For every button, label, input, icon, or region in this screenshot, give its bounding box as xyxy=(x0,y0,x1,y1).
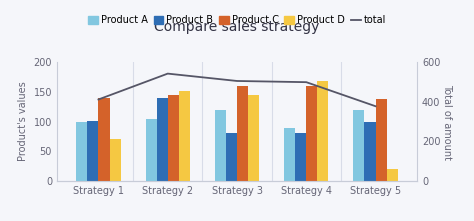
Bar xyxy=(226,133,237,181)
Bar xyxy=(365,122,375,181)
Bar xyxy=(179,91,190,181)
Bar xyxy=(215,110,226,181)
Y-axis label: Product's values: Product's values xyxy=(18,82,28,161)
Bar xyxy=(375,99,387,181)
Bar xyxy=(284,128,295,181)
Bar xyxy=(237,86,248,181)
Bar xyxy=(76,122,87,181)
Bar xyxy=(109,139,120,181)
Bar xyxy=(99,98,109,181)
Legend: Product A, Product B, Product C, Product D, total: Product A, Product B, Product C, Product… xyxy=(84,11,390,29)
Bar xyxy=(248,95,259,181)
Bar xyxy=(295,133,306,181)
Y-axis label: Total of amount: Total of amount xyxy=(442,84,452,160)
Title: Compare sales strategy: Compare sales strategy xyxy=(155,20,319,34)
Bar xyxy=(156,98,168,181)
Bar xyxy=(318,81,328,181)
Bar xyxy=(87,121,99,181)
Bar xyxy=(354,110,365,181)
Bar xyxy=(306,86,318,181)
Bar xyxy=(146,118,156,181)
Bar xyxy=(168,95,179,181)
Bar xyxy=(387,169,398,181)
